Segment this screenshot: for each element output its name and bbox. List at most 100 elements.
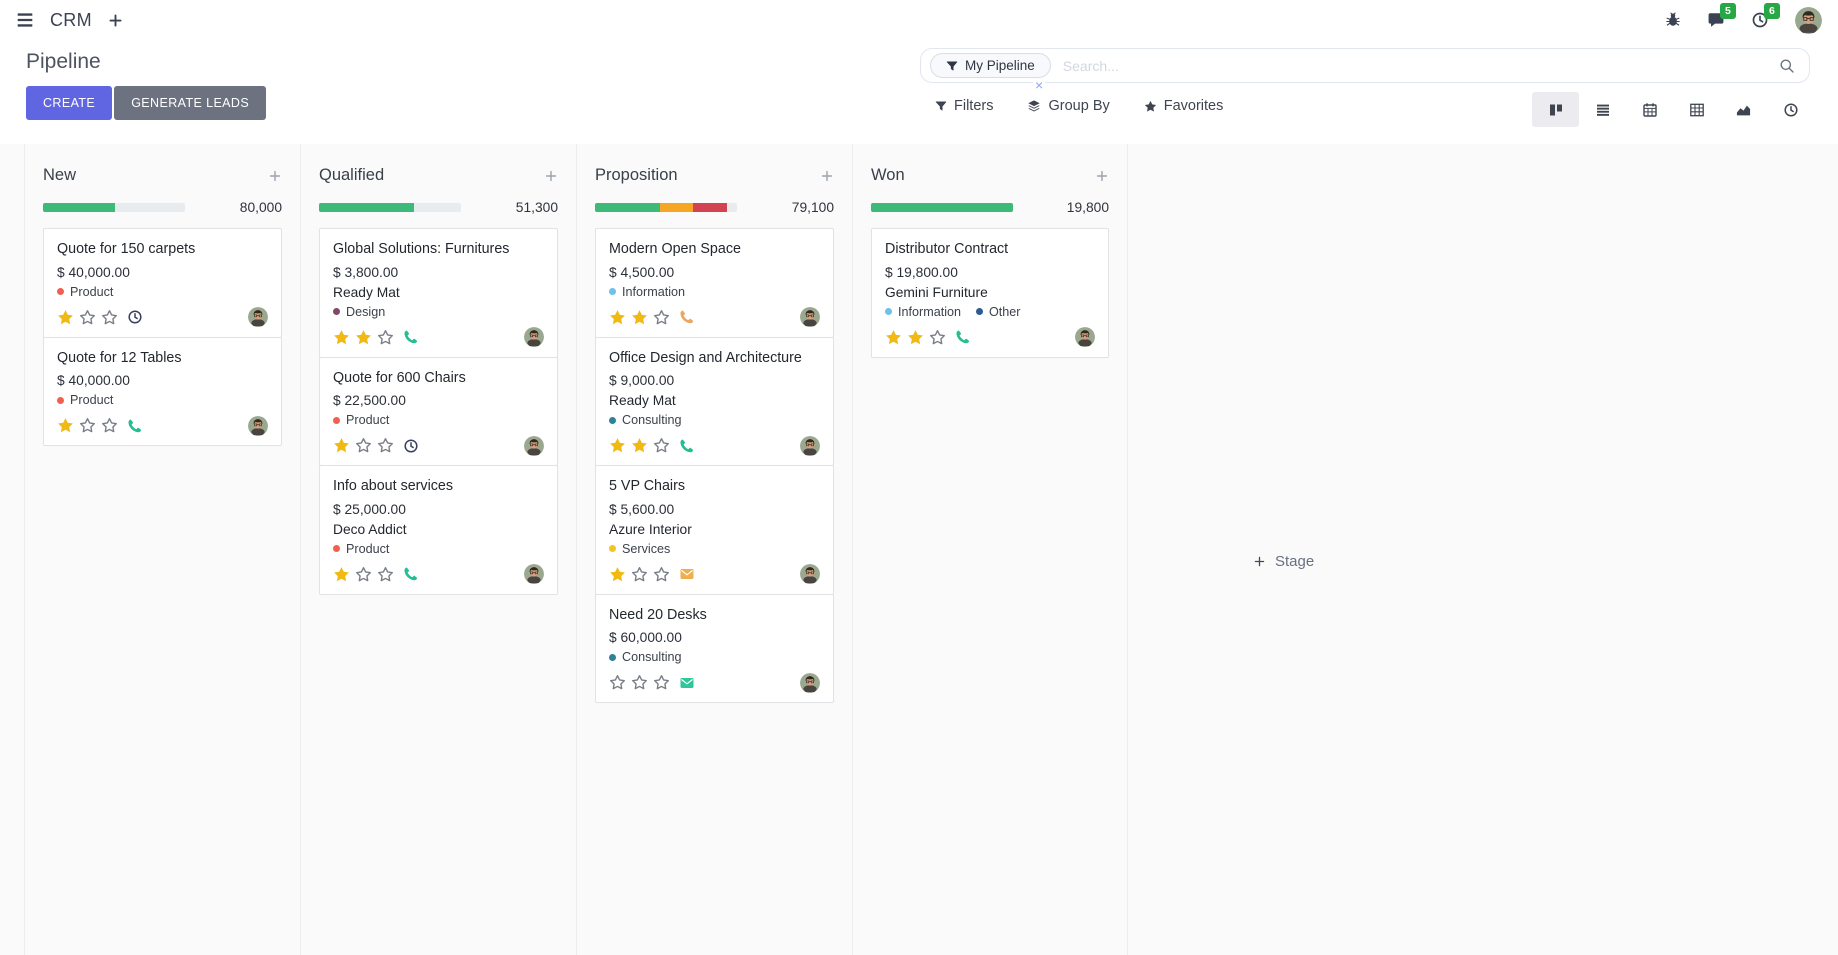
phone-activity-icon[interactable] — [955, 329, 971, 345]
star-filled-icon[interactable] — [609, 309, 626, 326]
progress-segment[interactable] — [595, 203, 661, 212]
star-empty-icon[interactable] — [79, 417, 96, 434]
search-facet[interactable]: My Pipeline — [930, 53, 1051, 78]
star-empty-icon[interactable] — [355, 566, 372, 583]
star-filled-icon[interactable] — [631, 437, 648, 454]
envelope-activity-icon[interactable] — [679, 675, 695, 691]
card-tags: Consulting — [609, 413, 820, 427]
star-empty-icon[interactable] — [929, 329, 946, 346]
star-empty-icon[interactable] — [653, 309, 670, 326]
progress-segment[interactable] — [319, 203, 415, 212]
view-calendar-button[interactable] — [1626, 92, 1673, 127]
star-empty-icon[interactable] — [101, 417, 118, 434]
card-tags: Consulting — [609, 650, 820, 664]
column-add-button[interactable] — [544, 169, 558, 183]
star-filled-icon[interactable] — [333, 566, 350, 583]
tag-label: Product — [346, 541, 390, 556]
kanban-card[interactable]: Global Solutions: Furnitures $ 3,800.00 … — [319, 228, 558, 358]
progress-segment[interactable] — [871, 203, 1013, 212]
star-filled-icon[interactable] — [885, 329, 902, 346]
column-add-button[interactable] — [820, 169, 834, 183]
phone-activity-icon[interactable] — [127, 418, 143, 434]
star-empty-icon[interactable] — [609, 674, 626, 691]
star-filled-icon[interactable] — [57, 309, 74, 326]
salesperson-avatar — [524, 564, 544, 584]
filters-menu[interactable]: Filters — [935, 98, 993, 114]
kanban-card[interactable]: Quote for 12 Tables $ 40,000.00 Product — [43, 336, 282, 447]
favorite-star-icon — [1144, 100, 1157, 113]
debug-bug-icon[interactable] — [1665, 12, 1681, 28]
group-by-menu[interactable]: Group By — [1027, 98, 1110, 114]
search-input[interactable] — [1060, 56, 1779, 75]
kanban-card[interactable]: Quote for 600 Chairs $ 22,500.00 Product — [319, 356, 558, 467]
kanban-card[interactable]: Distributor Contract $ 19,800.00 Gemini … — [871, 228, 1109, 358]
envelope-activity-icon[interactable] — [679, 566, 695, 582]
star-empty-icon[interactable] — [377, 566, 394, 583]
card-title: 5 VP Chairs — [609, 478, 686, 495]
star-empty-icon[interactable] — [653, 674, 670, 691]
star-empty-icon[interactable] — [631, 674, 648, 691]
star-empty-icon[interactable] — [631, 566, 648, 583]
star-empty-icon[interactable] — [79, 309, 96, 326]
column-add-button[interactable] — [1095, 169, 1109, 183]
star-empty-icon[interactable] — [355, 437, 372, 454]
clock-activity-icon[interactable] — [403, 438, 419, 454]
view-pivot-button[interactable] — [1673, 92, 1720, 127]
phone-activity-icon[interactable] — [679, 309, 695, 325]
star-filled-icon[interactable] — [609, 437, 626, 454]
calendar-view-icon — [1642, 102, 1658, 118]
activities-count-badge: 6 — [1764, 3, 1780, 19]
view-activity-button[interactable] — [1767, 92, 1814, 127]
star-filled-icon[interactable] — [907, 329, 924, 346]
search-bar[interactable]: My Pipeline × — [920, 48, 1810, 92]
star-filled-icon[interactable] — [333, 437, 350, 454]
kanban-card[interactable]: Office Design and Architecture $ 9,000.0… — [595, 336, 834, 467]
star-filled-icon[interactable] — [333, 329, 350, 346]
apps-menu-icon[interactable] — [16, 11, 34, 29]
star-empty-icon[interactable] — [101, 309, 118, 326]
column-add-button[interactable] — [268, 169, 282, 183]
phone-activity-icon[interactable] — [679, 438, 695, 454]
tag-label: Consulting — [622, 413, 682, 428]
kanban-card[interactable]: Info about services $ 25,000.00 Deco Add… — [319, 465, 558, 595]
search-icon[interactable] — [1779, 58, 1795, 74]
star-empty-icon[interactable] — [653, 566, 670, 583]
messages-icon[interactable]: 5 — [1707, 3, 1736, 29]
kanban-card[interactable]: 5 VP Chairs $ 5,600.00 Azure Interior Se… — [595, 465, 834, 595]
progress-segment[interactable] — [660, 203, 693, 212]
salesperson-avatar — [248, 416, 268, 436]
card-amount: $ 40,000.00 — [57, 264, 130, 280]
column-progressbar — [43, 203, 185, 212]
app-name-link[interactable]: CRM — [50, 9, 92, 30]
card-tags: Product — [333, 542, 544, 556]
kanban-card[interactable]: Modern Open Space $ 4,500.00 Information — [595, 228, 834, 338]
add-stage-label: Stage — [1275, 553, 1315, 570]
view-kanban-button[interactable] — [1532, 92, 1579, 127]
phone-activity-icon[interactable] — [403, 329, 419, 345]
star-filled-icon[interactable] — [631, 309, 648, 326]
add-stage-button[interactable]: Stage — [1253, 168, 1314, 955]
kanban-card[interactable]: Quote for 150 carpets $ 40,000.00 Produc… — [43, 228, 282, 338]
favorites-label: Favorites — [1163, 98, 1224, 114]
card-stars — [609, 566, 670, 583]
create-button[interactable]: CREATE — [26, 86, 113, 120]
kanban-card[interactable]: Need 20 Desks $ 60,000.00 Consulting — [595, 593, 834, 704]
view-list-button[interactable] — [1579, 92, 1626, 127]
view-graph-button[interactable] — [1720, 92, 1767, 127]
clock-activity-icon[interactable] — [127, 309, 143, 325]
star-filled-icon[interactable] — [355, 329, 372, 346]
user-avatar[interactable] — [1795, 7, 1822, 34]
star-filled-icon[interactable] — [57, 417, 74, 434]
progress-segment[interactable] — [43, 203, 116, 212]
star-filled-icon[interactable] — [609, 566, 626, 583]
facet-remove-icon[interactable]: × — [1033, 77, 1046, 93]
generate-leads-button[interactable]: GENERATE LEADS — [114, 86, 267, 120]
star-empty-icon[interactable] — [377, 329, 394, 346]
add-menu-icon[interactable] — [108, 13, 123, 28]
phone-activity-icon[interactable] — [403, 566, 419, 582]
progress-segment[interactable] — [692, 203, 728, 212]
star-empty-icon[interactable] — [653, 437, 670, 454]
star-empty-icon[interactable] — [377, 437, 394, 454]
activities-clock-icon[interactable]: 6 — [1751, 3, 1780, 29]
favorites-menu[interactable]: Favorites — [1144, 98, 1224, 114]
